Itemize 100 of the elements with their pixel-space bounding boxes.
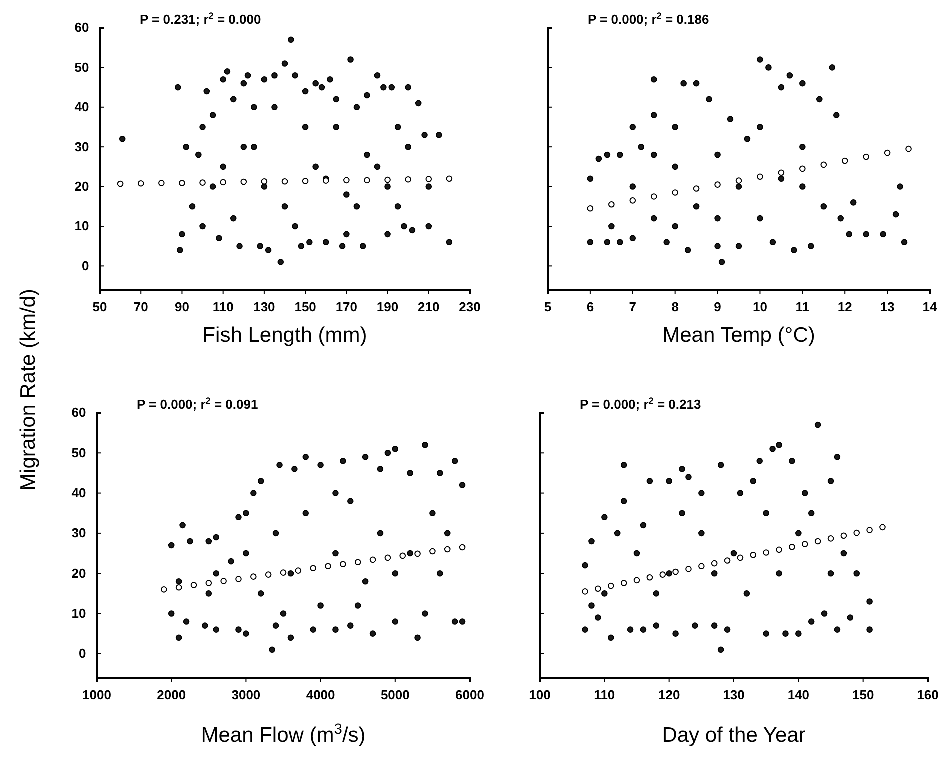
point xyxy=(160,586,168,593)
point xyxy=(650,215,658,222)
y-tick-label: 40 xyxy=(72,485,86,500)
point xyxy=(744,136,751,142)
point xyxy=(901,239,908,246)
point xyxy=(660,572,666,578)
point xyxy=(834,626,841,633)
point xyxy=(711,570,718,577)
point xyxy=(828,570,834,577)
point xyxy=(820,162,828,168)
point xyxy=(778,170,785,176)
point xyxy=(630,198,636,204)
x-tick-label: 1000 xyxy=(82,687,112,702)
point xyxy=(608,634,614,641)
point xyxy=(766,64,772,71)
point xyxy=(834,454,841,460)
x-tick-label: 90 xyxy=(174,299,190,314)
point xyxy=(582,626,588,633)
point xyxy=(310,565,316,572)
point xyxy=(808,618,815,625)
point xyxy=(814,422,822,428)
x-tick-label: 4000 xyxy=(306,687,336,702)
text: P = 0.000; r$^{2}$ = 0.186 xyxy=(588,11,710,27)
x-tick-label: 2000 xyxy=(157,687,186,702)
point xyxy=(714,152,721,158)
point xyxy=(340,561,346,568)
point xyxy=(821,610,828,617)
point xyxy=(757,174,764,180)
point xyxy=(828,536,834,542)
x-tick-label: 130 xyxy=(723,687,745,702)
point xyxy=(587,205,594,212)
x-tick-label: 170 xyxy=(336,299,358,314)
point xyxy=(820,203,828,210)
point xyxy=(220,578,227,584)
x-tick-label: 120 xyxy=(658,687,680,702)
point xyxy=(325,563,332,570)
point xyxy=(770,446,776,452)
point xyxy=(692,622,698,629)
point xyxy=(693,80,700,87)
point xyxy=(866,626,873,633)
point xyxy=(750,552,757,558)
point xyxy=(706,96,712,103)
x-tick-label: 160 xyxy=(917,687,939,702)
y-tick-label: 30 xyxy=(74,139,90,154)
point xyxy=(833,112,840,118)
point xyxy=(838,215,844,222)
point xyxy=(414,550,421,558)
point xyxy=(714,215,721,222)
point xyxy=(744,590,750,597)
point xyxy=(808,510,815,517)
x-tick-label: 8 xyxy=(672,299,679,314)
point xyxy=(730,550,738,557)
point xyxy=(587,239,594,246)
point xyxy=(686,474,692,480)
x-tick-label: 7 xyxy=(629,299,637,314)
x-axis-title: Day of the Year xyxy=(662,724,806,747)
point xyxy=(634,577,640,584)
point xyxy=(672,164,678,170)
point xyxy=(724,558,731,564)
y-tick-label: 20 xyxy=(72,566,86,581)
point xyxy=(650,112,658,118)
point xyxy=(789,544,796,550)
x-tick-label: 10 xyxy=(752,299,768,314)
text: P = 0.000; r$^{2}$ = 0.091 xyxy=(137,396,258,412)
x-tick-label: 230 xyxy=(459,299,481,314)
y-tick-label: 10 xyxy=(72,606,86,621)
point xyxy=(782,630,789,637)
point xyxy=(617,239,624,246)
point xyxy=(617,152,624,158)
x-tick-label: 130 xyxy=(254,299,276,314)
point xyxy=(190,582,198,588)
x-axis-title: Fish Length (mm) xyxy=(202,324,368,347)
x-tick-label: 5 xyxy=(544,299,552,314)
point xyxy=(672,190,678,196)
x-axis-title: Mean Flow (m$^{3}$/s) xyxy=(201,722,366,747)
point xyxy=(627,626,634,633)
text: P = 0.231; r$^{2}$ = 0.000 xyxy=(140,11,262,27)
point xyxy=(840,532,848,540)
point xyxy=(620,462,628,468)
point xyxy=(459,544,466,551)
point xyxy=(680,80,687,87)
point xyxy=(370,556,376,564)
point xyxy=(776,546,782,554)
point xyxy=(778,176,785,182)
x-axis-title: Mean Temp (°C) xyxy=(662,324,816,347)
point xyxy=(829,64,836,71)
x-tick-label: 12 xyxy=(838,299,852,314)
x-tick-label: 110 xyxy=(594,687,616,702)
point xyxy=(646,574,654,581)
point xyxy=(828,478,834,484)
point xyxy=(718,259,726,266)
point xyxy=(800,184,806,190)
point xyxy=(778,84,785,91)
point xyxy=(588,602,595,609)
y-tick-label: 30 xyxy=(72,526,86,541)
x-tick-label: 3000 xyxy=(232,687,261,702)
point xyxy=(757,215,764,222)
point xyxy=(863,154,870,160)
point xyxy=(653,622,660,629)
point xyxy=(664,239,670,246)
